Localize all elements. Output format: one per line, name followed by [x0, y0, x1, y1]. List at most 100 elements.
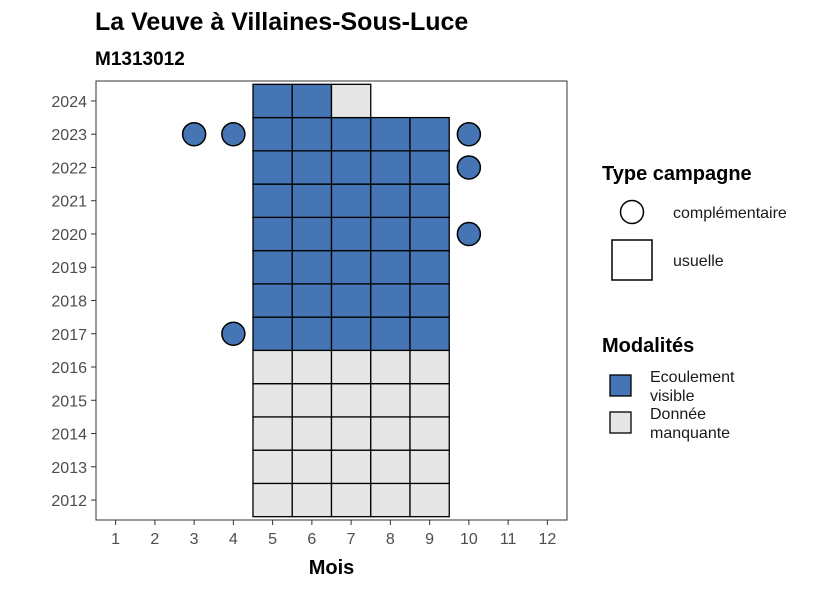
tile: [252, 83, 293, 119]
tile: [330, 216, 372, 252]
point: [181, 121, 207, 147]
points-layer: [181, 121, 482, 347]
tile: [370, 283, 411, 318]
y-tick-label: 2016: [51, 360, 87, 377]
tile: [252, 216, 293, 252]
tile: [409, 416, 450, 451]
tile: [370, 382, 411, 418]
tile: [409, 183, 450, 219]
tile: [291, 183, 333, 219]
tile: [330, 449, 372, 485]
y-tick-label: 2014: [51, 427, 87, 444]
y-axis: 2012 2013 2014 2015 2016 2017 2018 2019 2020 2021…: [51, 94, 96, 510]
x-tick-label: 8: [386, 531, 395, 548]
tile: [409, 382, 450, 418]
tile: [370, 116, 411, 152]
tile: [409, 116, 450, 152]
tile: [409, 449, 450, 485]
tile: [330, 249, 372, 285]
legend-color-key: [609, 374, 632, 397]
tiles-layer: [252, 83, 450, 518]
tile: [291, 382, 333, 418]
legend-color-key: [609, 411, 632, 434]
tile: [330, 150, 372, 185]
tile: [252, 116, 293, 152]
tile: [252, 449, 293, 485]
tile: [409, 316, 450, 352]
tile: [409, 216, 450, 252]
legend-modalite-label: Ecoulement visible: [650, 369, 735, 405]
tile: [370, 150, 411, 185]
x-tick-label: 6: [307, 531, 316, 548]
tile: [370, 216, 411, 252]
tile: [370, 482, 411, 518]
point: [456, 121, 482, 147]
legend-type-label: usuelle: [673, 253, 724, 270]
legend-type-campagne: Type campagne complémentaire usuelle: [602, 163, 787, 281]
x-tick-label: 3: [190, 531, 199, 548]
point: [456, 221, 482, 247]
legend-type-label: complémentaire: [673, 205, 787, 222]
y-tick-label: 2012: [51, 493, 87, 510]
tile: [291, 116, 333, 152]
tile: [330, 382, 372, 418]
y-tick-label: 2019: [51, 260, 87, 277]
tile: [252, 482, 293, 518]
tile: [409, 283, 450, 318]
tile: [409, 482, 450, 518]
x-tick-label: 2: [150, 531, 159, 548]
tile: [330, 482, 372, 518]
x-tick-label: 10: [460, 531, 478, 548]
x-tick-label: 4: [229, 531, 238, 548]
tile: [291, 249, 333, 285]
y-tick-label: 2017: [51, 327, 87, 344]
tile: [252, 183, 293, 219]
y-tick-label: 2022: [51, 160, 87, 177]
x-axis: 1 2 3 4 5 6 7 8 9 10 11 12: [111, 520, 556, 548]
tile: [252, 316, 293, 352]
y-tick-label: 2015: [51, 393, 87, 410]
x-tick-label: 1: [111, 531, 120, 548]
tile: [291, 316, 333, 352]
x-tick-label: 9: [425, 531, 434, 548]
tile: [409, 150, 450, 185]
y-tick-label: 2020: [51, 227, 87, 244]
x-tick-label: 5: [268, 531, 277, 548]
tile: [330, 283, 372, 318]
tile: [252, 150, 293, 185]
tile: [409, 249, 450, 285]
tile: [291, 416, 333, 451]
tile: [370, 349, 411, 385]
tile: [370, 416, 411, 451]
y-tick-label: 2023: [51, 127, 87, 144]
tile: [370, 316, 411, 352]
tile: [291, 150, 333, 185]
tile: [330, 116, 372, 152]
chart-subtitle: M1313012: [95, 49, 185, 70]
tile: [291, 349, 333, 385]
x-tick-label: 12: [538, 531, 556, 548]
tile: [330, 349, 372, 385]
tile: [409, 349, 450, 385]
tile: [252, 416, 293, 451]
legend-modalites-title: Modalités: [602, 335, 694, 357]
tile: [252, 283, 293, 318]
tile: [330, 316, 372, 352]
tile: [291, 83, 333, 119]
legend-type-title: Type campagne: [602, 163, 752, 185]
legend-modalite-label: Donnée manquante: [650, 406, 730, 442]
tile: [370, 449, 411, 485]
point: [456, 155, 482, 180]
y-tick-label: 2021: [51, 194, 87, 211]
tile: [252, 349, 293, 385]
point: [221, 121, 246, 147]
y-tick-label: 2018: [51, 294, 87, 311]
tile: [330, 183, 372, 219]
chart-title: La Veuve à Villaines-Sous-Luce: [95, 8, 468, 36]
tile: [330, 416, 372, 451]
x-tick-label: 11: [500, 531, 517, 548]
tile: [291, 283, 333, 318]
tile: [370, 183, 411, 219]
